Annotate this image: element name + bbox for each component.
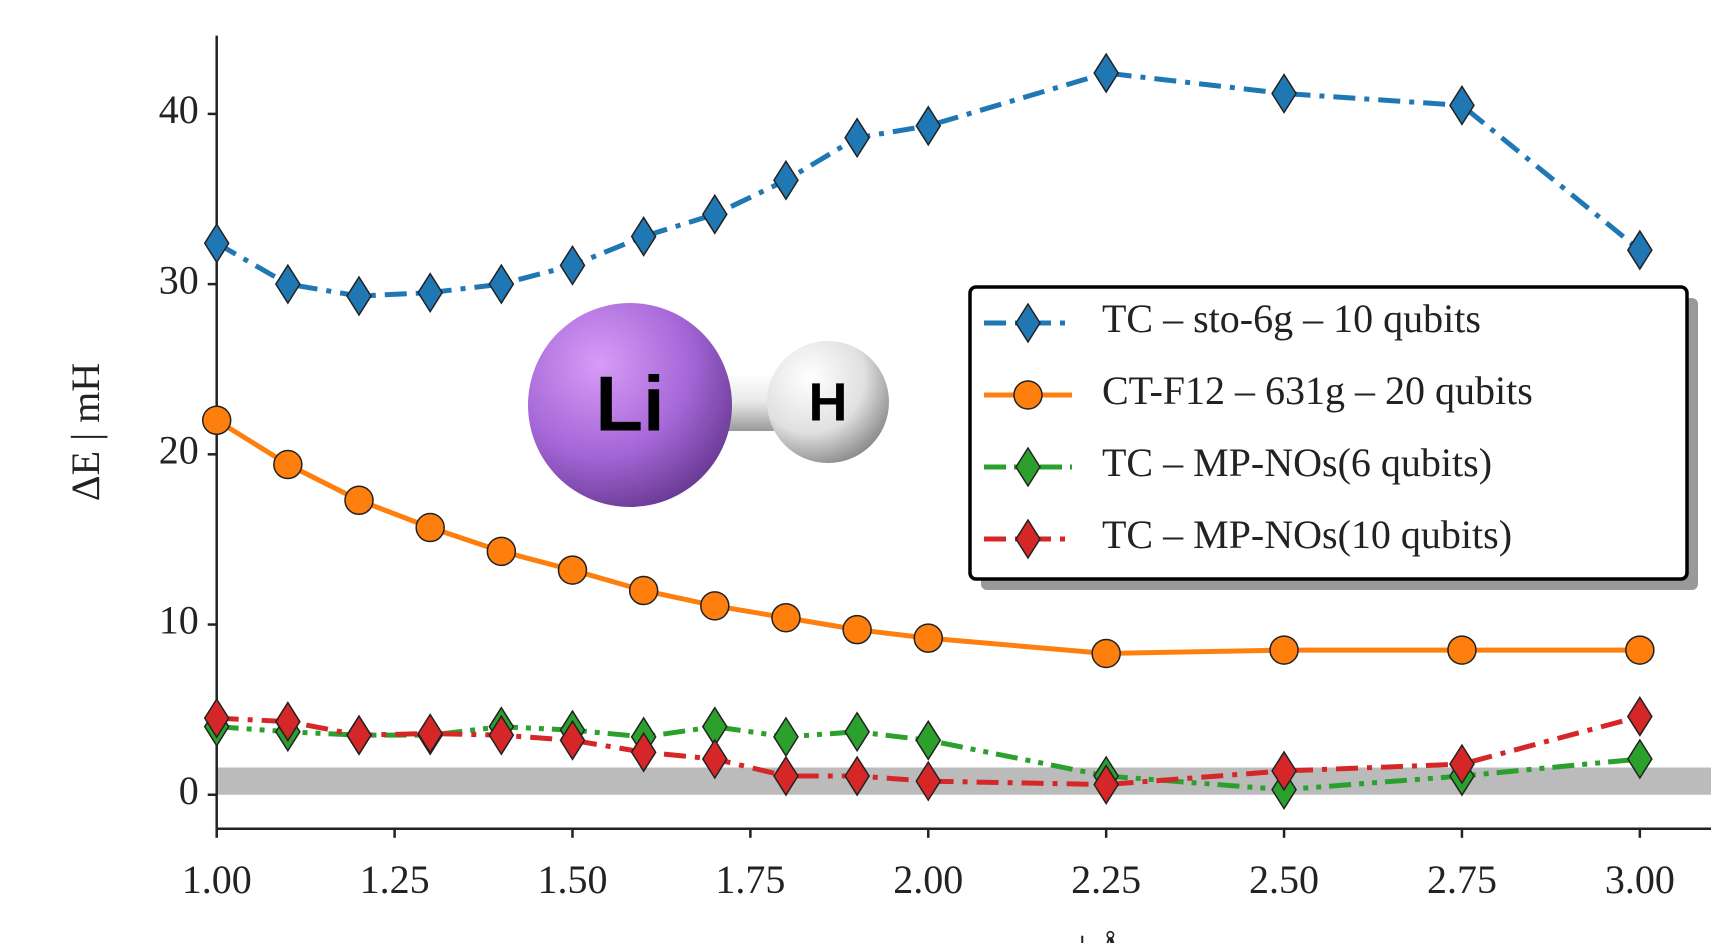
x-tick-label: 1.00 bbox=[182, 857, 252, 902]
y-tick-label: 20 bbox=[159, 427, 199, 472]
legend-label: CT-F12 – 631g – 20 qubits bbox=[1102, 368, 1533, 413]
marker bbox=[771, 602, 801, 633]
marker bbox=[1271, 750, 1297, 792]
marker bbox=[701, 738, 728, 780]
marker bbox=[844, 117, 871, 159]
marker bbox=[417, 272, 444, 314]
x-tick-label: 3.00 bbox=[1605, 857, 1675, 902]
atom-label: H bbox=[809, 372, 848, 432]
marker bbox=[488, 263, 515, 305]
li-atom bbox=[528, 303, 732, 507]
legend-label: TC – MP-NOs(6 qubits) bbox=[1102, 440, 1492, 485]
marker bbox=[346, 714, 372, 756]
marker bbox=[915, 760, 942, 802]
legend-label: TC – sto-6g – 10 qubits bbox=[1102, 296, 1481, 341]
marker bbox=[274, 263, 301, 305]
x-tick-label: 2.25 bbox=[1071, 857, 1141, 902]
marker bbox=[630, 731, 657, 773]
legend-marker bbox=[1013, 380, 1043, 410]
marker bbox=[1626, 696, 1653, 737]
marker bbox=[1626, 229, 1653, 271]
y-tick-label: 30 bbox=[159, 257, 199, 302]
marker bbox=[1269, 635, 1299, 665]
marker bbox=[417, 713, 444, 754]
marker bbox=[203, 697, 230, 739]
marker bbox=[344, 485, 374, 516]
marker bbox=[842, 614, 872, 645]
x-axis-label: r | Å bbox=[1055, 928, 1125, 943]
marker bbox=[1449, 743, 1475, 785]
marker bbox=[203, 222, 230, 264]
y-tick-label: 10 bbox=[159, 598, 199, 643]
marker bbox=[1626, 738, 1653, 780]
x-tick-label: 2.75 bbox=[1427, 857, 1497, 902]
marker bbox=[1271, 73, 1297, 114]
marker bbox=[915, 105, 942, 147]
marker bbox=[628, 575, 659, 606]
marker bbox=[1447, 635, 1477, 665]
marker bbox=[700, 591, 730, 621]
legend: TC – sto-6g – 10 qubits CT-F12 – 631g – 2… bbox=[968, 285, 1698, 590]
marker bbox=[913, 623, 944, 653]
x-tick-label: 2.50 bbox=[1249, 857, 1319, 902]
marker bbox=[559, 719, 586, 761]
plot-area: 0 10 20 30 40 1.00 1.25 1.50 1.75 2.00 2.25 2.50 2.7… bbox=[159, 35, 1712, 902]
marker bbox=[630, 216, 657, 257]
marker bbox=[1625, 635, 1655, 665]
marker bbox=[844, 755, 871, 797]
y-tick-label: 0 bbox=[179, 768, 199, 813]
legend-marker bbox=[1015, 518, 1041, 560]
y-tick-label: 40 bbox=[159, 87, 199, 132]
marker bbox=[486, 536, 517, 567]
marker bbox=[915, 719, 942, 761]
atom-label: Li bbox=[595, 360, 664, 448]
marker bbox=[844, 711, 871, 753]
legend-marker bbox=[1015, 446, 1041, 488]
marker bbox=[415, 512, 445, 543]
marker bbox=[274, 701, 301, 742]
marker bbox=[773, 716, 799, 758]
marker bbox=[773, 755, 799, 797]
marker bbox=[273, 449, 303, 480]
x-tick-label: 1.75 bbox=[715, 857, 785, 902]
series-line bbox=[216, 724, 1641, 793]
marker bbox=[201, 405, 232, 436]
marker bbox=[773, 159, 799, 201]
molecule: Li H bbox=[528, 303, 889, 507]
x-tick-label: 2.00 bbox=[893, 857, 963, 902]
marker bbox=[1449, 84, 1475, 126]
marker bbox=[1091, 638, 1121, 669]
x-tick-label: 1.25 bbox=[360, 857, 430, 902]
legend-box bbox=[968, 285, 1689, 581]
marker bbox=[557, 555, 588, 585]
legend-label: TC – MP-NOs(10 qubits) bbox=[1102, 512, 1512, 557]
marker bbox=[346, 275, 372, 317]
marker bbox=[1093, 764, 1120, 805]
h-atom bbox=[767, 341, 889, 463]
x-tick-label: 1.50 bbox=[537, 857, 607, 902]
marker bbox=[559, 244, 586, 286]
legend-marker bbox=[1015, 302, 1041, 344]
marker bbox=[1093, 52, 1120, 94]
marker bbox=[701, 193, 728, 235]
marker bbox=[488, 714, 515, 756]
y-axis-label: ΔE | mH bbox=[63, 363, 108, 501]
